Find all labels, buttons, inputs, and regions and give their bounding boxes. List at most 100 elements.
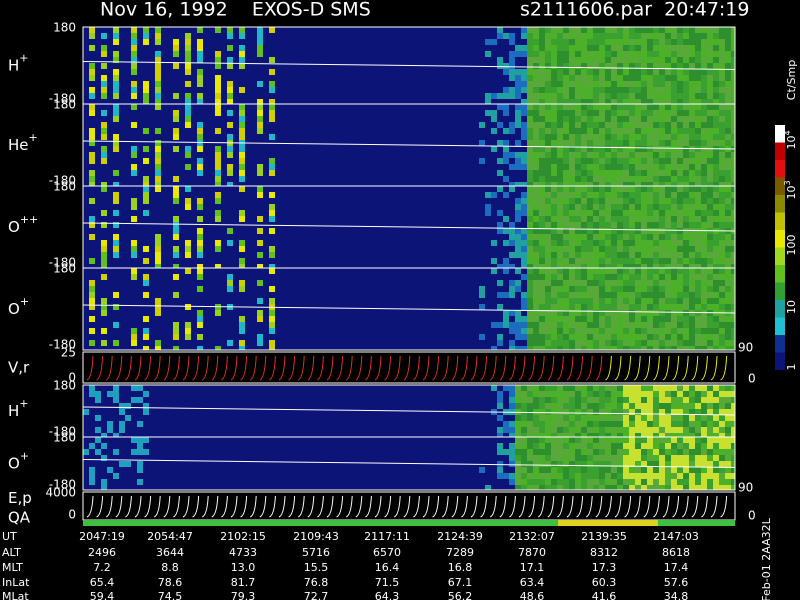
spectrum-cell	[719, 346, 725, 350]
spectrum-cell	[593, 274, 599, 280]
spectrum-cell	[197, 316, 203, 322]
spectrum-cell	[599, 186, 605, 192]
spectrum-cell	[89, 258, 95, 264]
spectrum-cell	[257, 116, 263, 122]
trace-hook	[201, 355, 209, 381]
spectrum-cell	[731, 116, 735, 122]
spectrum-cell	[623, 75, 629, 81]
spectrum-cell	[653, 433, 659, 437]
spectrum-cell	[269, 246, 275, 252]
spectrum-cell	[635, 186, 641, 192]
spectrum-cell	[713, 415, 719, 421]
spectrum-cell	[575, 198, 581, 204]
spectrum-cell	[629, 397, 635, 403]
spectrum-cell	[575, 292, 581, 298]
spectrum-cell	[701, 57, 707, 63]
spectrum-cell	[515, 198, 521, 204]
colorbar-tick: 1	[785, 364, 798, 371]
spectrum-cell	[215, 104, 221, 110]
spectrum-cell	[665, 397, 671, 403]
spectrum-cell	[557, 216, 563, 222]
spectrum-cell	[713, 176, 719, 182]
spectrum-cell	[569, 322, 575, 328]
spectrum-cell	[719, 122, 725, 128]
spectrum-cell	[599, 467, 605, 473]
spectrum-cell	[695, 467, 701, 473]
spectrum-cell	[155, 252, 161, 258]
spectrum-cell	[605, 310, 611, 316]
spectrum-cell	[197, 57, 203, 63]
spectrum-cell	[557, 274, 563, 280]
spectrum-cell	[581, 455, 587, 461]
spectrum-cell	[581, 479, 587, 485]
spectrum-cell	[623, 240, 629, 246]
spectrum-cell	[593, 385, 599, 391]
spectrum-cell	[557, 87, 563, 93]
spectrum-cell	[551, 340, 557, 346]
spectrum-cell	[707, 280, 713, 286]
spectrum-cell	[731, 75, 735, 81]
spectrum-cell	[725, 292, 731, 298]
spectrum-cell	[485, 39, 491, 45]
spectrum-cell	[617, 33, 623, 39]
spectrum-cell	[731, 316, 735, 322]
spectrum-cell	[557, 222, 563, 228]
spectrum-cell	[725, 485, 731, 490]
spectrum-cell	[569, 397, 575, 403]
label-text: O	[8, 454, 20, 472]
spectrum-cell	[647, 346, 653, 350]
spectrum-cell	[671, 443, 677, 449]
spectrum-cell	[719, 69, 725, 75]
spectrum-cell	[521, 198, 527, 204]
spectrum-cell	[173, 292, 179, 298]
spectrum-cell	[545, 33, 551, 39]
spectrum-cell	[683, 128, 689, 134]
spectrum-cell	[239, 51, 245, 57]
spectrum-cell	[155, 304, 161, 310]
spectrum-cell	[719, 455, 725, 461]
spectrum-cell	[605, 75, 611, 81]
axis-top: 180	[53, 431, 76, 445]
spectrum-cell	[629, 63, 635, 69]
spectrum-cell	[665, 449, 671, 455]
spectrum-cell	[533, 134, 539, 140]
spectrum-cell	[575, 81, 581, 87]
spectrum-cell	[731, 33, 735, 39]
spectrum-cell	[575, 340, 581, 346]
spectrum-cell	[527, 258, 533, 264]
trace-line	[82, 140, 736, 150]
spectrum-cell	[527, 391, 533, 397]
spectrum-cell	[569, 479, 575, 485]
spectrum-cell	[623, 146, 629, 152]
trace-hook	[595, 495, 603, 518]
spectrum-cell	[599, 274, 605, 280]
spectrum-cell	[89, 316, 95, 322]
spectrum-cell	[647, 340, 653, 346]
spectrum-cell	[647, 146, 653, 152]
spectrum-cell	[677, 57, 683, 63]
spectrum-cell	[665, 240, 671, 246]
spectrum-cell	[107, 427, 113, 433]
spectrum-cell	[527, 328, 533, 334]
spectrum-cell	[575, 316, 581, 322]
spectrum-cell	[683, 140, 689, 146]
spectrum-cell	[671, 322, 677, 328]
spectrum-cell	[545, 298, 551, 304]
spectrum-cell	[701, 467, 707, 473]
spectrum-cell	[605, 128, 611, 134]
spectrum-cell	[599, 39, 605, 45]
spectrum-cell	[521, 403, 527, 409]
spectrum-cell	[635, 170, 641, 176]
spectrum-cell	[617, 485, 623, 490]
spectrum-cell	[563, 99, 569, 104]
spectrum-cell	[623, 170, 629, 176]
spectrum-cell	[563, 93, 569, 99]
spectrum-cell	[587, 176, 593, 182]
spectrum-cell	[137, 467, 143, 473]
spectrum-cell	[515, 346, 521, 350]
spectrum-cell	[701, 252, 707, 258]
spectrum-cell	[155, 93, 161, 99]
spectrum-cell	[533, 246, 539, 252]
spectrum-cell	[521, 479, 527, 485]
spectrum-cell	[587, 164, 593, 170]
